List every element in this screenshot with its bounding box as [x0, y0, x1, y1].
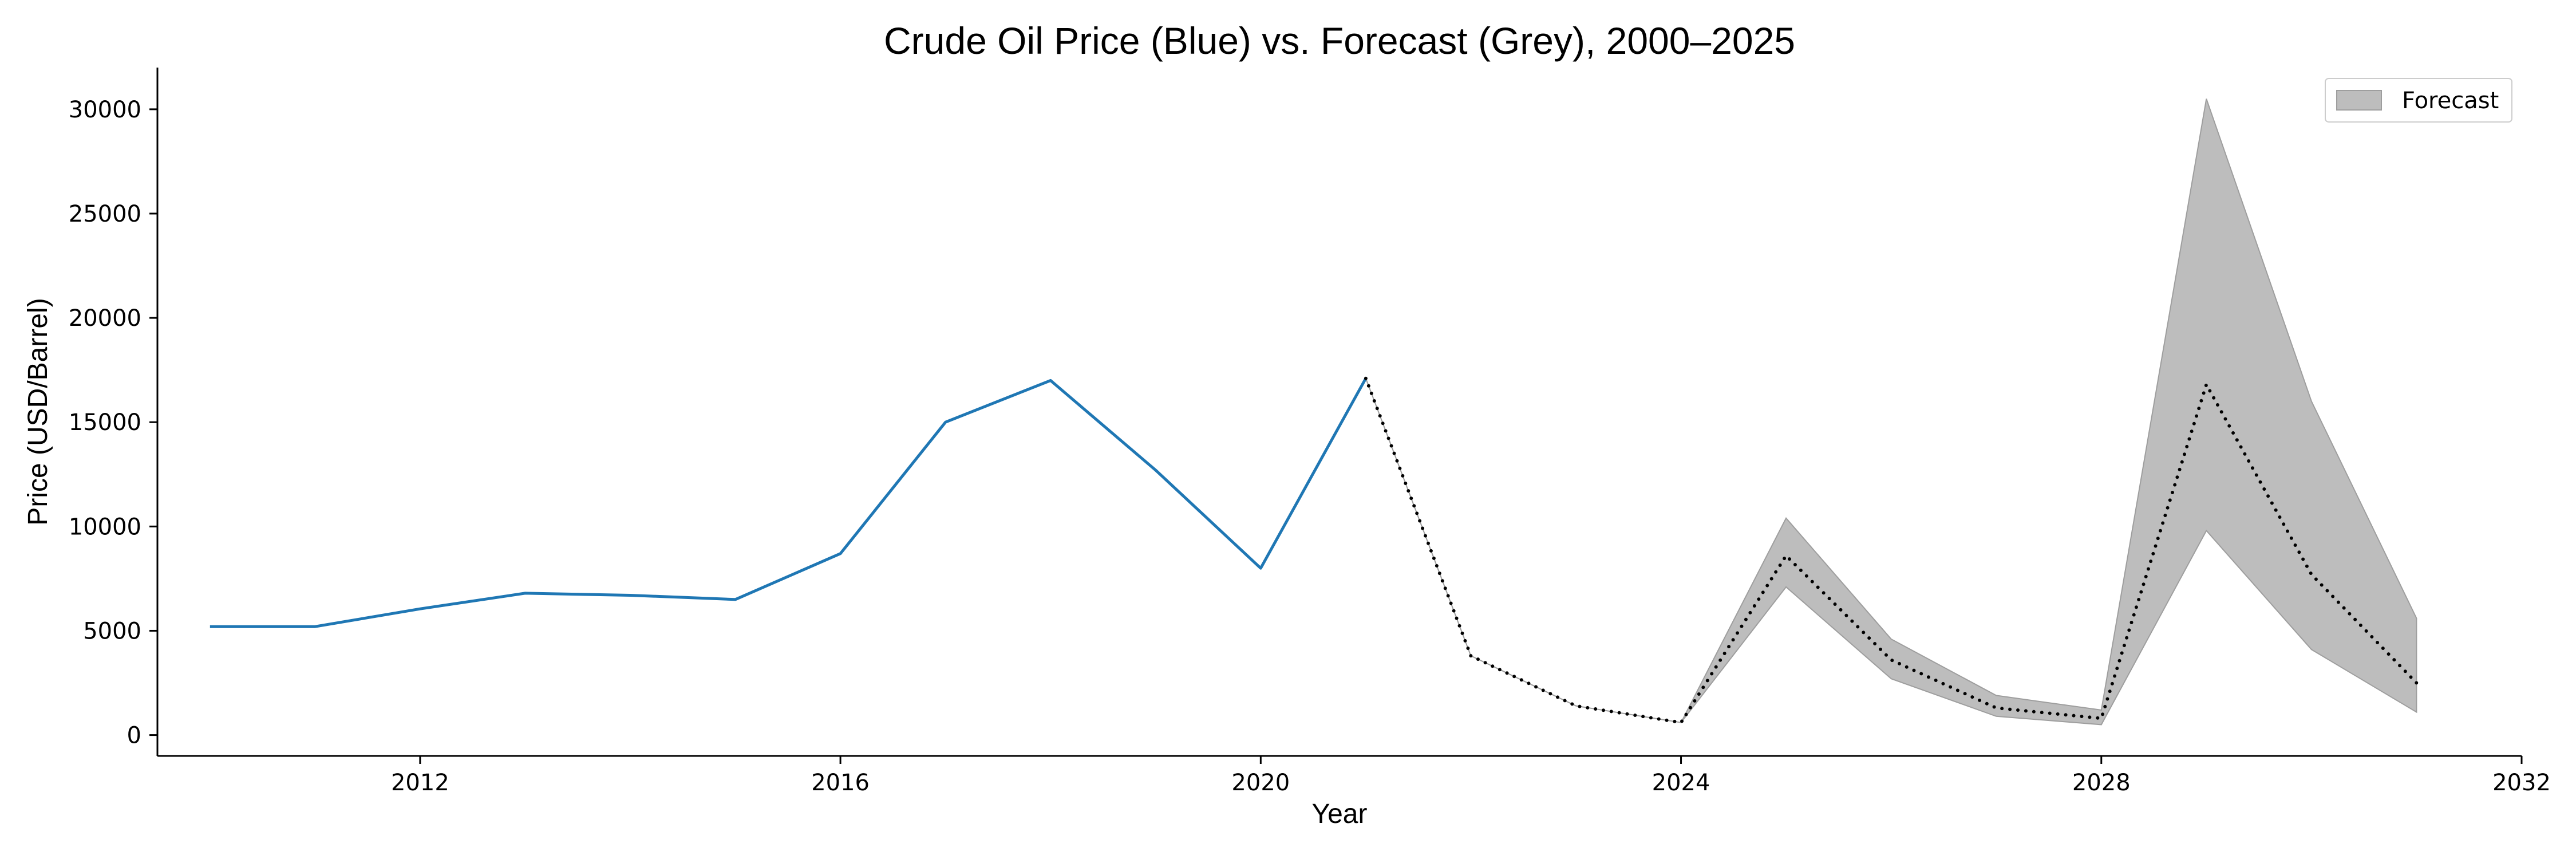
x-tick-label: 2032 — [2492, 770, 2551, 796]
x-tick-label: 2016 — [811, 770, 870, 796]
legend-frame — [2325, 78, 2512, 123]
y-axis-label: Price (USD/Barrel) — [23, 298, 53, 525]
x-tick-label: 2012 — [391, 770, 449, 796]
y-tick-label: 5000 — [83, 618, 141, 644]
chart-title: Crude Oil Price (Blue) vs. Forecast (Gre… — [884, 19, 1795, 62]
legend-swatch-forecast — [2336, 90, 2382, 111]
x-tick-label: 2020 — [1231, 770, 1290, 796]
y-axis-ticks: 0 5000 10000 15000 20000 25000 30000 — [69, 97, 157, 749]
y-tick-label: 10000 — [69, 514, 141, 540]
y-tick-label: 30000 — [69, 97, 141, 123]
actual-price-line — [210, 377, 1368, 628]
legend-label-forecast: Forecast — [2402, 88, 2499, 114]
y-tick-label: 15000 — [69, 409, 141, 436]
forecast-band — [1365, 98, 2417, 726]
x-tick-label: 2028 — [2072, 770, 2131, 796]
x-axis-label: Year — [1312, 799, 1368, 829]
y-tick-label: 0 — [127, 723, 141, 749]
forecast-line — [1364, 376, 2419, 724]
plot-area — [210, 98, 2419, 726]
y-tick-label: 25000 — [69, 201, 141, 227]
y-tick-label: 20000 — [69, 305, 141, 332]
legend: Forecast — [2325, 78, 2512, 123]
x-axis-ticks: 2012 2016 2020 2024 2028 2032 — [391, 756, 2551, 796]
x-tick-label: 2024 — [1652, 770, 1710, 796]
